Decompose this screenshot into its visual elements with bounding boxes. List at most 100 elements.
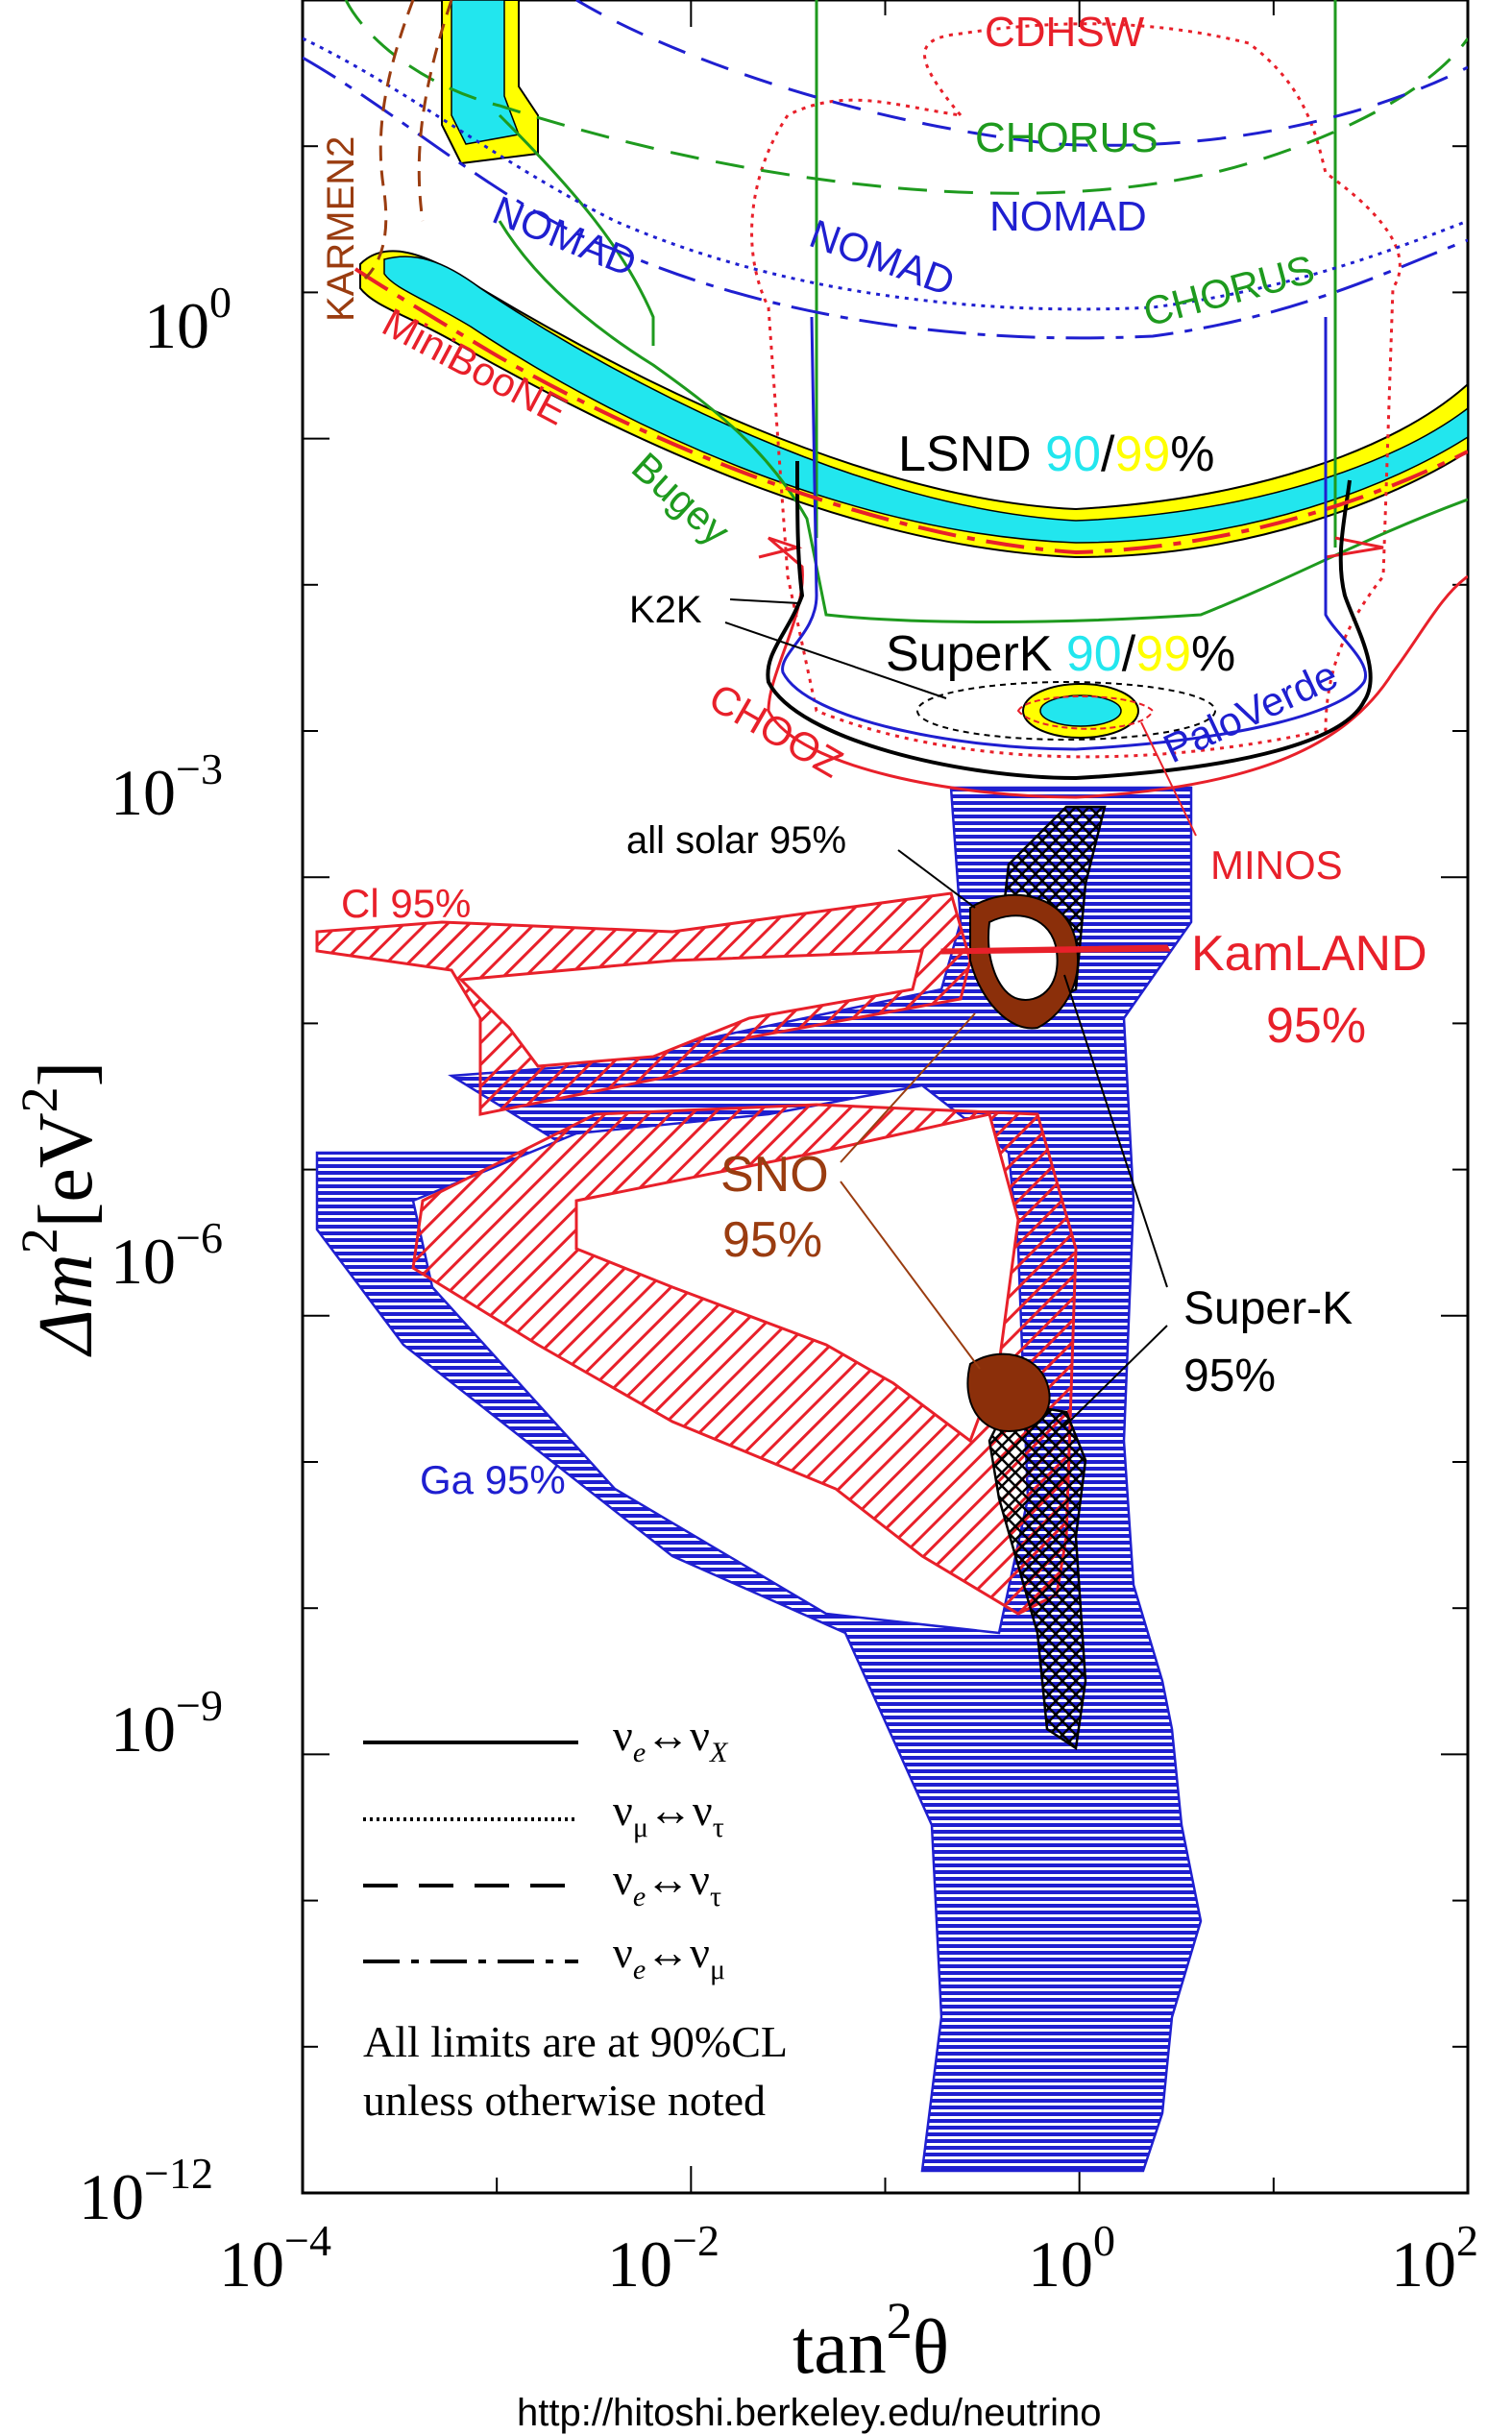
chorus-curve-2 <box>498 0 1337 548</box>
superk-atm-99: 99 <box>1135 626 1191 682</box>
legend-3-bs: μ <box>710 1954 725 1985</box>
kamland-region <box>940 944 1171 955</box>
legend-2-a: ν <box>613 1855 633 1904</box>
legend-entry-2: νe↔ντ <box>613 1855 721 1912</box>
lsnd-prefix: LSND <box>898 426 1045 482</box>
lsnd-suffix: % <box>1170 426 1214 482</box>
label-ga: Ga 95% <box>420 1457 566 1502</box>
x-tick-label-1: 10−2 <box>607 2216 719 2301</box>
minos-region <box>1016 695 1155 730</box>
label-superk-atm: SuperK 90/99% <box>886 626 1235 682</box>
y-tick-label-0: 100 <box>144 278 232 362</box>
legend-1-as: μ <box>633 1812 648 1843</box>
cl-inner-gap <box>457 949 1020 1444</box>
lsnd-90-band <box>383 256 1468 544</box>
k2k-leader-1 <box>729 598 800 604</box>
superk-atm-90: 90 <box>1066 626 1122 682</box>
superk-solar-leader-2 <box>1063 1325 1168 1427</box>
k2k-leader-2 <box>724 621 947 699</box>
label-superk-solar: Super-K <box>1183 1283 1353 1334</box>
chorus-curve <box>344 0 1468 195</box>
label-nomad-left: NOMAD <box>487 187 644 285</box>
lsnd-90: 90 <box>1045 426 1101 482</box>
chooz-curve <box>758 536 1468 799</box>
note-line-1: All limits are at 90%CL <box>363 2017 788 2066</box>
superk-atm-90-region <box>1039 694 1122 727</box>
label-sno-cl: 95% <box>722 1212 822 1268</box>
y-tick-label-3: 10−9 <box>110 1681 223 1765</box>
lsnd-slash: / <box>1101 426 1115 482</box>
cdhsw-curve <box>750 22 1402 759</box>
label-cl: Cl 95% <box>341 881 471 926</box>
footer-url: http://hitoshi.berkeley.edu/neutrino <box>517 2392 1102 2434</box>
leader-lines <box>724 598 1168 1427</box>
label-chorus-top: CHORUS <box>975 114 1158 161</box>
label-cdhsw: CDHSW <box>985 9 1145 56</box>
sno-region <box>966 1352 1051 1433</box>
superk-atm-slash: / <box>1122 626 1136 682</box>
legend-0-b: ν <box>690 1711 710 1760</box>
label-kamland-cl: 95% <box>1266 998 1366 1054</box>
superk-solar-leader-1 <box>1063 974 1168 1288</box>
x-tick-label-0: 10−4 <box>219 2216 331 2301</box>
x-axis-title: tan2θ <box>793 2292 949 2390</box>
y-tick-labels: 100 10−3 10−6 10−9 10−12 <box>79 278 232 2233</box>
legend-entry-0: νe↔νX <box>613 1711 729 1768</box>
label-lsnd: LSND 90/99% <box>898 426 1215 482</box>
legend-0-bs: X <box>709 1737 729 1768</box>
label-all-solar: all solar 95% <box>626 819 846 862</box>
plot-area <box>303 0 1468 2173</box>
legend-1-a: ν <box>613 1786 633 1835</box>
legend-2-arrow: ↔ <box>646 1855 690 1904</box>
label-minos: MINOS <box>1210 842 1343 888</box>
legend-1-bs: τ <box>713 1812 724 1843</box>
axis-ticks <box>302 0 1469 2194</box>
y-tick-label-2: 10−6 <box>110 1213 223 1298</box>
legend-1-b: ν <box>693 1786 713 1835</box>
all-solar-hole <box>988 914 1059 1001</box>
label-nomad-top: NOMAD <box>989 193 1147 240</box>
y-axis-title: Δm2[eV2] <box>11 1061 109 1357</box>
minos-leader <box>1140 721 1197 837</box>
sno-leader-1 <box>840 1012 976 1163</box>
x-tick-label-3: 102 <box>1391 2216 1478 2301</box>
legend: νe↔νX νμ↔ντ νe↔ντ νe↔νμ All limits are a… <box>363 1711 788 2125</box>
karmen2-curve <box>363 0 453 280</box>
all-solar-leader <box>897 849 976 909</box>
label-kamland: KamLAND <box>1191 926 1427 982</box>
label-sno: SNO <box>720 1147 829 1203</box>
legend-2-as: e <box>633 1881 646 1912</box>
nomad-curve-2 <box>303 37 1468 311</box>
x-tick-labels: 10−4 10−2 100 102 <box>219 2216 1478 2301</box>
label-karmen2: KARMEN2 <box>320 136 362 322</box>
legend-3-b: ν <box>690 1928 710 1977</box>
note-line-2: unless otherwise noted <box>363 2076 766 2125</box>
superk-atm-suffix: % <box>1191 626 1235 682</box>
legend-0-a: ν <box>613 1711 633 1760</box>
superk-solar-lower-region <box>988 1400 1087 1751</box>
legend-entry-1: νμ↔ντ <box>613 1786 724 1843</box>
sno-leader-2 <box>840 1181 981 1370</box>
legend-0-as: e <box>633 1737 646 1768</box>
legend-1-arrow: ↔ <box>648 1786 693 1835</box>
y-tick-label-4: 10−12 <box>79 2149 213 2233</box>
legend-3-a: ν <box>613 1928 633 1977</box>
k2k-curve <box>766 460 1373 781</box>
x-tick-label-2: 100 <box>1028 2216 1115 2301</box>
paloverde-curve <box>781 316 1368 751</box>
k2k-region <box>916 681 1216 741</box>
bugey-curve <box>498 220 1468 623</box>
legend-3-as: e <box>633 1954 646 1985</box>
label-superk-solar-cl: 95% <box>1183 1351 1276 1401</box>
legend-2-b: ν <box>690 1855 710 1904</box>
leader-lines-colored <box>840 721 1197 1370</box>
label-nomad-mid: NOMAD <box>804 210 961 304</box>
legend-3-arrow: ↔ <box>646 1928 690 1977</box>
legend-0-arrow: ↔ <box>646 1711 690 1760</box>
y-tick-label-1: 10−3 <box>110 744 223 829</box>
legend-entry-3: νe↔νμ <box>613 1928 725 1985</box>
superk-atm-prefix: SuperK <box>886 626 1066 682</box>
lsnd-99: 99 <box>1114 426 1170 482</box>
legend-2-bs: τ <box>710 1881 721 1912</box>
